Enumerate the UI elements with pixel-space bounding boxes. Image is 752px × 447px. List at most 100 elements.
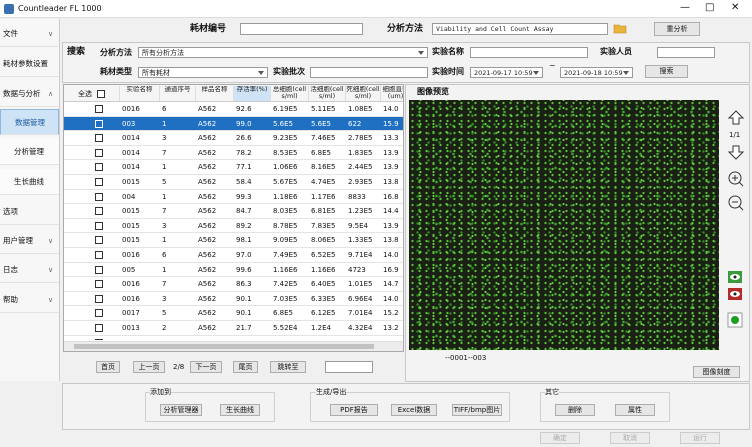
jump-input[interactable] [325,361,373,373]
zoom-in[interactable] [728,171,744,187]
table-row[interactable]: 00161A56298.16.77E55.95E58.83E414.0 [64,336,403,340]
scrollbar-thumb[interactable] [74,344,374,349]
column-header[interactable]: 总细胞(cells/ml) [270,86,308,101]
table-body: 0016 6 A562 92.6 6.19E5 5.11E5 1.08E5 14.0 003 1 A… [64,102,403,340]
table-row[interactable]: 0014 7 A562 78.2 8.53E5 6.8E5 1.83E5 13.9 [64,146,403,161]
select-all-checkbox[interactable] [97,90,105,98]
row-checkbox[interactable] [95,251,103,259]
row-checkbox[interactable] [95,309,103,318]
table-row[interactable]: 0014 3 A562 26.6 9.23E5 7.46E5 2.78E5 13.3 [64,131,403,146]
table-cell: 14.7 [383,280,399,289]
sidebar-item[interactable]: 分析管理 [0,139,59,165]
page-indicator: 2/8 [173,363,185,371]
row-checkbox[interactable] [95,221,103,230]
experiment-name-input[interactable] [470,47,588,58]
row-checkbox[interactable] [95,119,103,128]
table-row[interactable]: 0015 1 A562 98.1 9.09E5 8.06E5 1.33E5 13.8 [64,233,403,248]
maximize-button[interactable]: □ [705,2,715,13]
action-button-3[interactable]: 运行 [680,432,720,444]
table-row[interactable]: 005 1 A562 99.6 1.16E6 1.16E6 4723 16.9 [64,263,403,278]
excel-data-button[interactable]: Excel数据 [391,404,437,416]
table-row[interactable]: 004 1 A562 99.3 1.18E6 1.17E6 8833 16.8 [64,190,403,205]
table-row[interactable]: 0015 7 A562 84.7 8.03E5 6.81E5 1.23E5 14.4 [64,204,403,219]
row-checkbox[interactable] [95,338,103,340]
row-checkbox[interactable] [95,105,103,113]
row-checkbox[interactable] [95,178,103,186]
horizontal-scrollbar[interactable] [64,341,403,351]
table-cell: 0014 [122,148,140,157]
consumable-type-select[interactable]: 所有耗材 [138,67,268,78]
image-scale-button[interactable]: 图像刻度 [693,366,740,378]
method-input[interactable]: Viability and Cell Count Assay [432,23,608,35]
time-from-input[interactable]: 2021-09-17 10:59 [470,67,543,78]
column-header[interactable]: 存活率(%) [233,86,270,101]
delete-button[interactable]: 删除 [555,404,595,416]
reanalyze-button[interactable]: 重分析 [654,22,700,36]
sidebar-item[interactable]: 文件 ∨ [0,21,59,47]
row-checkbox[interactable] [95,207,103,216]
table-row[interactable]: 003 1 A562 99.0 5.6E5 5.6E5 622 15.9 [64,116,403,132]
show-dead[interactable] [728,288,742,300]
pdf-report-button[interactable]: PDF报告 [330,404,378,416]
batch-input[interactable] [310,67,428,78]
add-analysis-manager-button[interactable]: 分析管理器 [160,404,202,416]
tiff-image-button[interactable]: TIFF/bmp图片 [452,404,502,416]
column-header[interactable]: 通道序号 [159,86,195,101]
search-method-select[interactable]: 所有分析方法 [138,47,428,58]
action-button-1[interactable]: 确定 [540,432,580,444]
table-cell: 1.16E6 [273,265,298,274]
time-to-input[interactable]: 2021-09-18 10:59 [560,67,633,78]
sidebar-item[interactable]: 生长曲线 [0,169,59,195]
column-header[interactable]: 死细胞(cells/ml) [345,86,380,101]
consumable-id-input[interactable] [240,23,363,35]
table-row[interactable]: 0014 1 A562 77.1 1.06E6 8.16E5 2.44E5 13.9 [64,160,403,175]
sidebar-item[interactable]: 耗材参数设置 [0,51,59,77]
first-page-button[interactable]: 首页 [96,361,120,373]
sidebar-item[interactable]: 数据管理 [0,109,59,135]
table-row[interactable]: 0016 6 A562 92.6 6.19E5 5.11E5 1.08E5 14.0 [64,102,403,117]
sidebar-item[interactable]: 选项 [0,199,59,225]
search-button[interactable]: 搜索 [645,65,688,78]
sidebar-item[interactable]: 日志 ∨ [0,257,59,283]
row-checkbox[interactable] [95,280,103,289]
table-row[interactable]: 0015 5 A562 58.4 5.67E5 4.74E5 2.93E5 13.8 [64,175,403,190]
next-page-button[interactable]: 下一页 [190,361,222,373]
row-checkbox[interactable] [95,294,103,303]
jump-button[interactable]: 跳转至 [270,361,306,373]
column-header[interactable]: 实验名称 [119,86,159,101]
table-row[interactable]: 0016 6 A562 97.0 7.49E5 6.52E5 9.71E4 14.0 [64,248,403,263]
column-header[interactable]: 细胞直径(um) [380,86,403,101]
table-row[interactable]: 0015 3 A562 89.2 8.78E5 7.83E5 9.5E4 13.9 [64,219,403,234]
table-row[interactable]: 0013 2 A562 21.7 5.52E4 1.2E4 4.32E4 13.2 [64,321,403,336]
down-arrow[interactable] [727,145,745,160]
row-checkbox[interactable] [95,192,103,201]
up-arrow[interactable] [727,110,745,125]
sidebar-item[interactable]: 用户管理 ∨ [0,228,59,254]
properties-button[interactable]: 属性 [615,404,655,416]
table-row[interactable]: 0016 3 A562 90.1 7.03E5 6.33E5 6.96E4 14.0 [64,292,403,307]
row-checkbox[interactable] [95,324,103,332]
action-button-2[interactable]: 取消 [610,432,650,444]
row-checkbox[interactable] [95,163,103,172]
column-header[interactable]: 样品名称 [195,86,233,101]
table-cell: A562 [198,134,217,143]
table-row[interactable]: 0016 7 A562 86.3 7.42E5 6.40E5 1.01E5 14.7 [64,277,403,292]
row-checkbox[interactable] [95,265,103,274]
zoom-out[interactable] [728,195,744,211]
prev-page-button[interactable]: 上一页 [133,361,165,373]
experimenter-input[interactable] [657,47,715,58]
add-growth-curve-button[interactable]: 生长曲线 [220,404,260,416]
show-live[interactable] [728,271,742,283]
sidebar-item[interactable]: 数据与分析 ∧ [0,81,59,107]
minimize-button[interactable]: — [680,2,690,13]
row-checkbox[interactable] [95,148,103,157]
table-cell: 92.6 [236,105,252,113]
last-page-button[interactable]: 尾页 [233,361,258,373]
row-checkbox[interactable] [95,236,103,245]
sidebar-item[interactable]: 帮助 ∨ [0,287,59,313]
folder-icon[interactable] [613,22,627,34]
close-button[interactable]: ✕ [731,2,740,13]
column-header[interactable]: 活细胞(cells/ml) [308,86,345,101]
table-row[interactable]: 0017 5 A562 90.1 6.8E5 6.12E5 7.01E4 15.2 [64,306,403,321]
row-checkbox[interactable] [95,134,103,143]
